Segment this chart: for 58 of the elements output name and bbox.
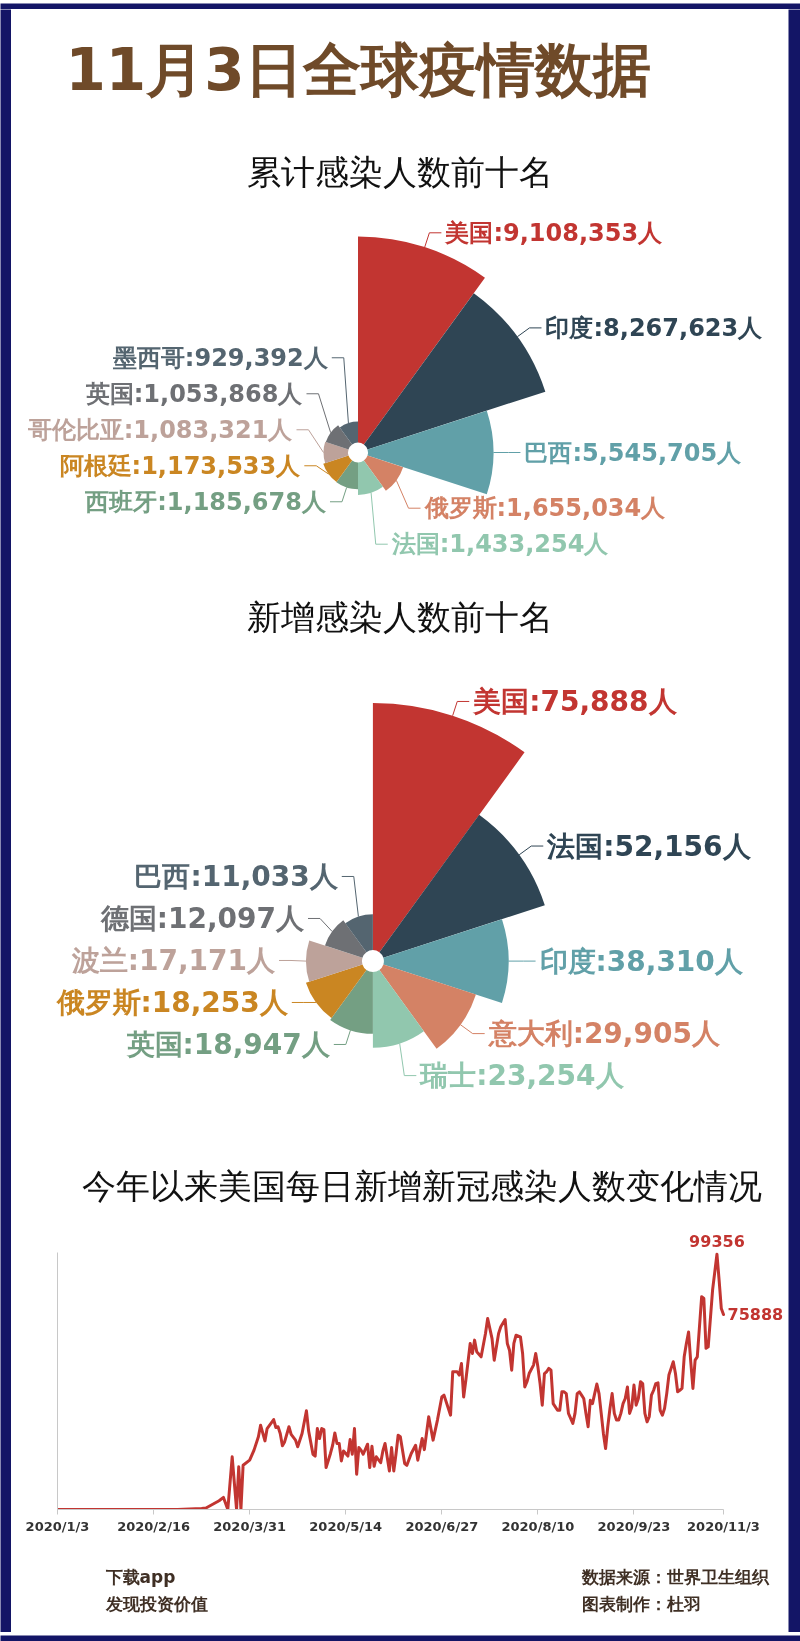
text: 下载app xyxy=(104,1566,176,1587)
x-tick-label: 2020/6/27 xyxy=(405,1518,479,1534)
data-label: :1,655,034人 xyxy=(496,494,667,523)
category-label: 意大利 xyxy=(486,1017,573,1051)
data-label: :23,254人 xyxy=(476,1059,625,1093)
category-label: 西班牙 xyxy=(84,487,158,516)
data-label: :17,171人 xyxy=(127,943,276,977)
data-label: :5,545,705人 xyxy=(572,438,743,467)
data-label: 99356 xyxy=(689,1232,745,1252)
data-label: :18,253人 xyxy=(140,985,289,1019)
category-label: 瑞士 xyxy=(419,1059,477,1093)
data-label: :1,083,321人 xyxy=(123,415,294,444)
data-label: :11,033人 xyxy=(190,859,339,893)
source-note: 数据来源：世界卫生组织 xyxy=(580,1566,770,1587)
category-label: 俄罗斯 xyxy=(55,985,141,1019)
category-label: 墨西哥 xyxy=(111,343,185,372)
x-tick-label: 2020/3/31 xyxy=(213,1518,287,1534)
data-label: :75,888人 xyxy=(529,684,678,718)
category-label: 法国 xyxy=(546,829,604,863)
data-label: :1,053,868人 xyxy=(133,379,304,408)
category-label: 巴西 xyxy=(524,438,573,467)
data-label: :29,905人 xyxy=(572,1017,721,1051)
category-label: 巴西 xyxy=(134,859,191,893)
data-label: :929,392人 xyxy=(184,343,329,372)
text: 11月3日全球疫情数据 xyxy=(65,36,651,105)
data-label: :52,156人 xyxy=(603,829,752,863)
data-label: :1,173,533人 xyxy=(131,451,302,480)
category-label: 德国 xyxy=(99,901,157,935)
data-label: :8,267,623人 xyxy=(593,313,764,342)
text: 新增感染人数前十名 xyxy=(247,596,553,637)
category-label: 美国 xyxy=(472,684,530,718)
chart-title: 今年以来美国每日新增新冠感染人数变化情况 xyxy=(81,1166,762,1206)
x-tick-label: 2020/11/3 xyxy=(687,1518,760,1534)
category-label: 美国 xyxy=(444,218,494,247)
x-tick-label: 2020/9/23 xyxy=(597,1518,671,1534)
category-label: 俄罗斯 xyxy=(423,494,497,523)
text: 图表制作：杜羽 xyxy=(581,1593,701,1614)
text: 累计感染人数前十名 xyxy=(247,151,553,192)
category-label: 波兰 xyxy=(70,943,128,977)
category-label: 法国 xyxy=(390,530,440,559)
x-tick-label: 2020/2/16 xyxy=(117,1518,190,1534)
data-label: 75888 xyxy=(727,1305,784,1325)
category-label: 印度 xyxy=(545,313,594,342)
category-label: 英国 xyxy=(84,379,134,408)
data-label: :9,108,353人 xyxy=(493,218,664,247)
category-label: 印度 xyxy=(539,944,596,978)
category-label: 阿根廷 xyxy=(59,451,132,480)
data-label: :12,097人 xyxy=(156,901,305,935)
category-label: 哥伦比亚 xyxy=(26,415,124,444)
data-label: :38,310人 xyxy=(595,944,744,978)
category-label: 英国 xyxy=(125,1027,183,1061)
x-tick-label: 2020/5/14 xyxy=(309,1518,383,1534)
x-tick-label: 2020/8/10 xyxy=(501,1518,575,1534)
text: 发现投资价值 xyxy=(104,1593,208,1614)
data-label: :18,947人 xyxy=(182,1027,331,1061)
data-label: :1,433,254人 xyxy=(439,530,610,559)
data-label: :1,185,678人 xyxy=(157,487,327,516)
x-tick-label: 2020/1/3 xyxy=(25,1518,90,1534)
